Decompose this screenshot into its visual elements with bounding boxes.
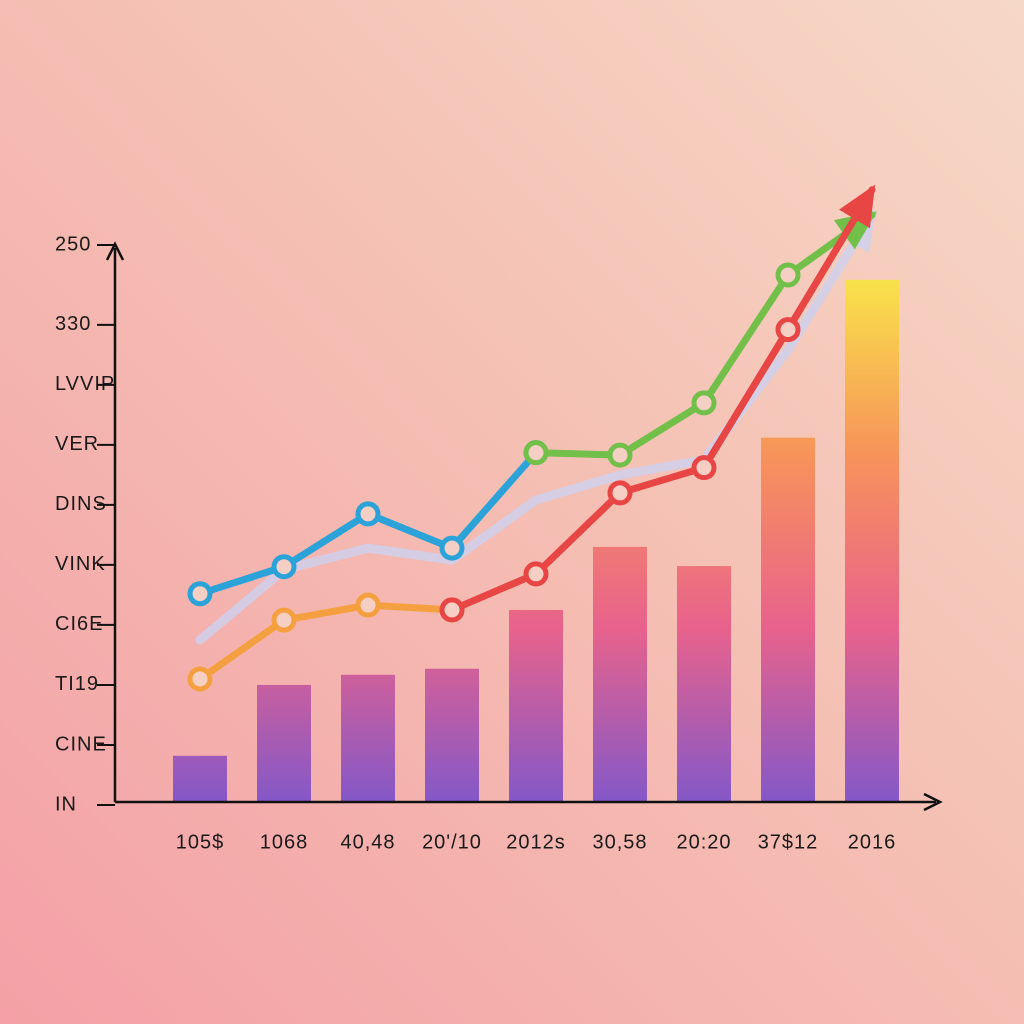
bar — [341, 674, 395, 802]
line-marker — [607, 480, 633, 506]
line-marker — [271, 554, 297, 580]
y-tick-label: 250 — [55, 233, 91, 255]
y-tick-label: CINE — [55, 733, 107, 755]
x-tick-label: 2016 — [848, 831, 897, 853]
bar — [425, 668, 479, 802]
y-tick-label: 330 — [55, 313, 91, 335]
x-tick-label: 20'/10 — [422, 831, 482, 853]
x-tick-label: 2012s — [506, 831, 566, 853]
line-marker — [439, 597, 465, 623]
bar — [761, 437, 815, 802]
y-tick-label: CI6E — [55, 613, 103, 635]
y-tick-label: IN — [55, 793, 77, 815]
line-marker — [607, 442, 633, 468]
y-tick-label: VER — [55, 433, 99, 455]
bar — [677, 566, 731, 802]
line — [195, 210, 877, 645]
bar — [257, 684, 311, 802]
y-tick-label: TI19 — [55, 673, 99, 695]
bar — [593, 546, 647, 802]
line-marker — [775, 317, 801, 343]
x-axis-arrow — [923, 792, 943, 812]
line-marker — [355, 592, 381, 618]
line-arrowhead — [839, 184, 876, 229]
line-marker — [523, 561, 549, 587]
line-marker — [523, 440, 549, 466]
line-marker — [271, 607, 297, 633]
line-marker — [439, 535, 465, 561]
x-tick-label: 105$ — [176, 831, 225, 853]
line — [448, 186, 876, 614]
line-marker — [691, 455, 717, 481]
line — [196, 601, 456, 683]
bar — [509, 609, 563, 802]
line-marker — [355, 501, 381, 527]
x-tick-label: 20:20 — [676, 831, 731, 853]
x-tick-label: 40,48 — [340, 831, 395, 853]
line-marker — [187, 581, 213, 607]
line-marker — [187, 666, 213, 692]
y-tick-label: DINS — [55, 493, 107, 515]
x-tick-label: 37$12 — [758, 831, 819, 853]
bar — [845, 279, 899, 802]
x-tick-label: 30,58 — [592, 831, 647, 853]
x-tick-label: 1068 — [260, 831, 309, 853]
bar — [173, 755, 227, 802]
y-tick-label: LVVIP — [55, 373, 115, 395]
y-tick-label: VINK — [55, 553, 106, 575]
plot-area — [173, 184, 899, 802]
line-marker — [775, 262, 801, 288]
line-marker — [691, 390, 717, 416]
